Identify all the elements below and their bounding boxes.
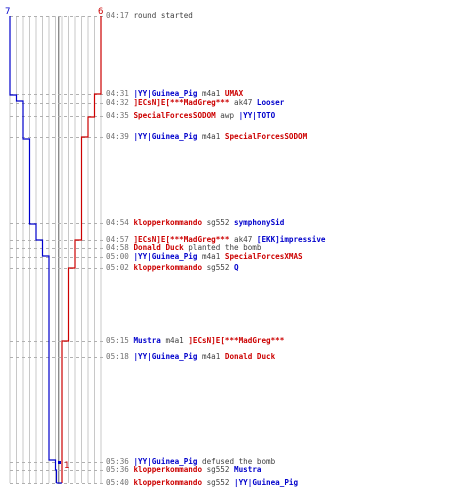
event-action: m4a1 xyxy=(197,252,225,261)
event-action: m4a1 xyxy=(197,89,225,98)
red-start-count: 6 xyxy=(98,7,103,17)
event-time: 04:35 xyxy=(106,111,129,120)
event-row: 04:39 |YY|Guinea_Pig m4a1 SpecialForcesS… xyxy=(106,132,307,141)
event-action: sg552 xyxy=(202,263,235,272)
event-row: 04:54 klopperkommando sg552 symphonySid xyxy=(106,218,284,227)
blue-start-count: 7 xyxy=(5,7,10,17)
event-row: 05:36 klopperkommando sg552 Mustra xyxy=(106,465,261,474)
blue-player-name: Mustra xyxy=(133,336,161,345)
event-time: 05:36 xyxy=(106,457,129,466)
blue-player-name: Q xyxy=(234,263,239,272)
blue-player-name: Looser xyxy=(256,98,285,107)
red-player-name: Donald Duck xyxy=(133,243,184,252)
event-row: 04:32 ]ECsN]E[***MadGreg*** ak47 Looser xyxy=(106,98,284,107)
red-final-count: 1 xyxy=(64,461,69,471)
red-team-line xyxy=(61,16,102,483)
event-time: 04:57 xyxy=(106,235,129,244)
event-action: m4a1 xyxy=(160,336,189,345)
red-player-name: SpecialForcesSODOM xyxy=(224,132,308,141)
red-player-name: ]ECsN]E[***MadGreg*** xyxy=(133,98,230,107)
event-time: 05:18 xyxy=(106,352,129,361)
event-text: round started xyxy=(133,11,193,20)
red-player-name: SpecialForcesSODOM xyxy=(133,111,216,120)
event-row: 05:40 klopperkommando sg552 |YY|Guinea_P… xyxy=(106,478,298,487)
red-player-name: ]ECsN]E[***MadGreg*** xyxy=(188,336,285,345)
blue-player-name: [EKK]impressive xyxy=(256,235,326,244)
event-action: m4a1 xyxy=(197,352,225,361)
event-row: 04:31 |YY|Guinea_Pig m4a1 UMAX xyxy=(106,89,243,98)
event-action: sg552 xyxy=(202,465,235,474)
event-row: 05:36 |YY|Guinea_Pig defused the bomb xyxy=(106,457,275,466)
event-row: 05:02 klopperkommando sg552 Q xyxy=(106,263,239,272)
blue-team-line xyxy=(9,16,58,483)
event-row: 04:57 ]ECsN]E[***MadGreg*** ak47 [EKK]im… xyxy=(106,235,325,244)
event-row: 04:35 SpecialForcesSODOM awp |YY|TOTO xyxy=(106,111,275,120)
event-action: sg552 xyxy=(202,218,235,227)
blue-player-name: |YY|Guinea_Pig xyxy=(133,132,198,141)
blue-player-name: Mustra xyxy=(234,465,262,474)
red-player-name: Donald Duck xyxy=(224,352,276,361)
event-time: 04:39 xyxy=(106,132,129,141)
blue-player-name: |YY|Guinea_Pig xyxy=(133,252,198,261)
blue-player-name: |YY|Guinea_Pig xyxy=(133,457,198,466)
event-row: 05:15 Mustra m4a1 ]ECsN]E[***MadGreg*** xyxy=(106,336,284,345)
blue-player-name: |YY|Guinea_Pig xyxy=(133,352,198,361)
event-action: ak47 xyxy=(229,98,257,107)
event-time: 05:00 xyxy=(106,252,129,261)
blue-player-name: |YY|Guinea_Pig xyxy=(234,478,299,487)
event-time: 04:31 xyxy=(106,89,129,98)
event-time: 04:32 xyxy=(106,98,129,107)
event-time: 04:17 xyxy=(106,11,129,20)
event-action: planted the bomb xyxy=(183,243,262,252)
event-time: 04:54 xyxy=(106,218,129,227)
event-time: 05:02 xyxy=(106,263,129,272)
event-time: 04:58 xyxy=(106,243,129,252)
event-time: 05:40 xyxy=(106,478,129,487)
event-action: sg552 xyxy=(202,478,235,487)
blue-player-name: symphonySid xyxy=(234,218,285,227)
red-player-name: klopperkommando xyxy=(133,218,203,227)
red-player-name: ]ECsN]E[***MadGreg*** xyxy=(133,235,230,244)
red-player-name: klopperkommando xyxy=(133,465,203,474)
event-row: 04:17 round started xyxy=(106,11,193,20)
red-player-name: klopperkommando xyxy=(133,478,203,487)
bomb-defuse-marker xyxy=(58,461,61,464)
blue-player-name: |YY|TOTO xyxy=(238,111,276,120)
blue-player-name: |YY|Guinea_Pig xyxy=(133,89,198,98)
event-action: awp xyxy=(215,111,239,120)
event-action: ak47 xyxy=(229,235,257,244)
event-action: defused the bomb xyxy=(197,457,276,466)
event-row: 04:58 Donald Duck planted the bomb xyxy=(106,243,261,252)
event-row: 05:18 |YY|Guinea_Pig m4a1 Donald Duck xyxy=(106,352,275,361)
event-time: 05:36 xyxy=(106,465,129,474)
red-player-name: klopperkommando xyxy=(133,263,203,272)
red-player-name: UMAX xyxy=(224,89,244,98)
event-action: m4a1 xyxy=(197,132,225,141)
red-player-name: SpecialForcesXMAS xyxy=(224,252,303,261)
event-time: 05:15 xyxy=(106,336,129,345)
event-row: 05:00 |YY|Guinea_Pig m4a1 SpecialForcesX… xyxy=(106,252,303,261)
